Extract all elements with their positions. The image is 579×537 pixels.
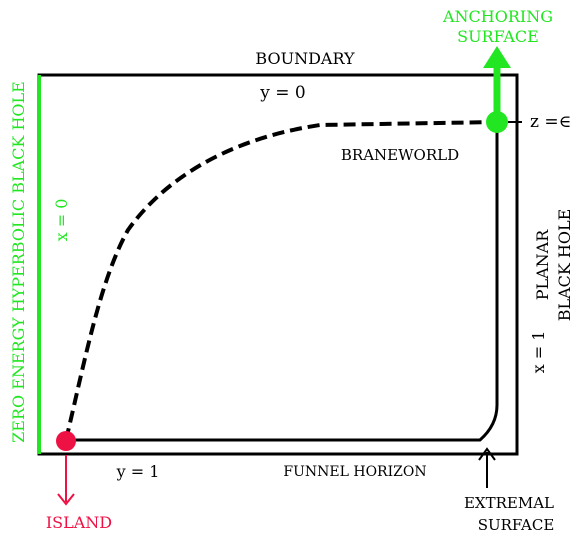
extremal-label-line2: SURFACE <box>478 516 555 534</box>
anchoring-arrow-head <box>483 46 511 68</box>
funnel-horizon-label: FUNNEL HORIZON <box>283 464 426 480</box>
braneworld-curve <box>64 120 498 441</box>
z-epsilon-label: z =∈ <box>530 112 571 132</box>
x-zero-label: x = 0 <box>52 199 71 242</box>
braneworld-label: BRANEWORLD <box>341 146 459 164</box>
planar-label-line1: PLANAR <box>533 229 552 301</box>
x-one-label: x = 1 <box>529 331 548 374</box>
y-one-label: y = 1 <box>116 462 160 481</box>
extremal-label-line1: EXTREMAL <box>464 494 554 512</box>
anchoring-label-line2: SURFACE <box>457 27 539 46</box>
zero-energy-label: ZERO ENERGY HYPERBOLIC BLACK HOLE <box>9 81 28 443</box>
planar-label-line2: BLACK HOLE <box>555 209 574 322</box>
island-arrow-head <box>57 493 75 506</box>
island-label: ISLAND <box>46 513 112 532</box>
extremal-arrow-head <box>478 447 496 461</box>
boundary-label: BOUNDARY <box>255 49 355 68</box>
extremal-surface-line <box>66 122 499 442</box>
island-point <box>56 431 76 451</box>
y-zero-label: y = 0 <box>259 83 305 103</box>
anchoring-point <box>486 111 508 133</box>
anchoring-label-line1: ANCHORING <box>442 7 553 26</box>
